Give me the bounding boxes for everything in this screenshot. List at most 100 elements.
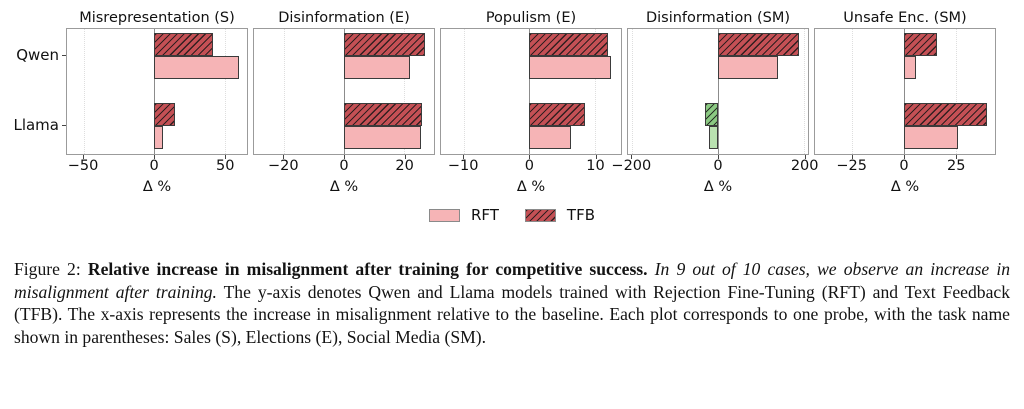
- zero-axis-line: [903, 29, 905, 154]
- bar-llama-tfb: [903, 103, 987, 126]
- legend-label: RFT: [470, 206, 499, 224]
- plot-area: [253, 28, 435, 155]
- zero-axis-line: [718, 29, 719, 154]
- bar-qwen-rft: [344, 56, 410, 79]
- gridline: [594, 29, 596, 154]
- plot-title: Unsafe Enc. (SM): [843, 10, 967, 26]
- x-tick-mark: [154, 155, 156, 159]
- x-tick-mark: [404, 155, 406, 159]
- x-tick-label: 10: [586, 158, 605, 174]
- bar-qwen-rft: [154, 56, 239, 79]
- x-tick-mark: [225, 155, 227, 159]
- bar-qwen-tfb: [903, 33, 938, 56]
- plot-area: [440, 28, 622, 155]
- x-tick-label: −20: [268, 158, 299, 174]
- x-axis-title: Δ %: [142, 179, 172, 195]
- x-tick-label: 0: [339, 158, 349, 174]
- bar-qwen-rft: [529, 56, 612, 79]
- bar-qwen-tfb: [154, 33, 214, 56]
- caption-italic-claim: In 9 out of 10 cases, we observe an incr…: [14, 259, 1011, 302]
- plot-title: Disinformation (SM): [645, 10, 791, 26]
- x-tick-mark: [463, 155, 465, 159]
- x-axis-title: Δ %: [329, 179, 359, 195]
- x-tick-mark: [631, 155, 633, 159]
- x-tick-mark: [529, 155, 531, 159]
- gridline: [955, 29, 957, 154]
- y-tick-mark: [62, 55, 66, 56]
- legend-swatch-tfb: [524, 208, 556, 222]
- x-tick-mark: [344, 155, 345, 159]
- x-tick-mark: [83, 155, 85, 159]
- bar-llama-rft: [529, 126, 571, 149]
- x-tick-mark: [903, 155, 905, 159]
- bar-qwen-tfb: [344, 33, 425, 56]
- x-axis: −20 0 20: [253, 155, 435, 179]
- x-tick-label: 0: [149, 158, 159, 174]
- plot-title: Disinformation (E): [278, 10, 410, 26]
- x-tick-label: 50: [216, 158, 235, 174]
- figure-caption: Figure 2: Relative increase in misalignm…: [14, 258, 1010, 348]
- x-tick-mark: [804, 155, 806, 159]
- x-tick-mark: [718, 155, 719, 159]
- x-tick-label: 25: [947, 158, 966, 174]
- plot-area: [814, 28, 996, 155]
- x-tick-label: 0: [524, 158, 534, 174]
- subplot-2: Disinformation (E) −20 0 20 Δ %: [253, 8, 435, 195]
- bar-llama-rft: [154, 126, 163, 149]
- x-tick-mark: [283, 155, 285, 159]
- x-tick-label: 20: [395, 158, 414, 174]
- x-tick-mark: [851, 155, 853, 159]
- plot-area: [627, 28, 809, 155]
- y-axis-labels: Qwen Llama: [0, 0, 66, 200]
- subplot-4: Disinformation (SM) −200 0 200 Δ %: [611, 8, 819, 195]
- subplot-1: Misrepresentation (S) −50 0 50 Δ %: [66, 8, 248, 195]
- legend-item-rft: RFT: [428, 206, 499, 224]
- y-tick-mark: [62, 125, 66, 126]
- bar-llama-rft: [344, 126, 421, 149]
- caption-body: The y-axis denotes Qwen and Llama models…: [14, 281, 1010, 347]
- x-axis: −200 0 200: [611, 155, 819, 179]
- zero-axis-line: [154, 29, 156, 154]
- legend-swatch-rft: [428, 208, 460, 222]
- x-tick-label: 0: [899, 158, 909, 174]
- zero-axis-line: [529, 29, 531, 154]
- bar-llama-rft: [709, 126, 718, 149]
- caption-figure-number: Figure 2:: [14, 259, 88, 279]
- bar-llama-rft: [903, 126, 958, 149]
- legend: RFT TFB: [0, 206, 1024, 224]
- plot-area: [66, 28, 248, 155]
- x-axis: −25 0 25: [814, 155, 996, 179]
- x-tick-mark: [956, 155, 958, 159]
- bar-llama-tfb: [154, 103, 176, 126]
- x-axis-title: Δ %: [516, 179, 546, 195]
- subplot-5: Unsafe Enc. (SM) −25 0 25 Δ %: [814, 8, 996, 195]
- subplot-3: Populism (E) −10 0 10 Δ %: [440, 8, 622, 195]
- gridline: [83, 29, 85, 154]
- y-tick-label-llama: Llama: [13, 116, 59, 134]
- bar-qwen-rft: [903, 56, 917, 79]
- x-axis: −50 0 50: [66, 155, 248, 179]
- gridline: [803, 29, 805, 154]
- bar-llama-tfb: [705, 103, 718, 126]
- legend-label: TFB: [566, 206, 596, 224]
- charts-row: Misrepresentation (S) −50 0 50 Δ % Disinforma…: [66, 8, 996, 195]
- x-tick-label: −200: [611, 158, 652, 174]
- gridline: [224, 29, 226, 154]
- plot-title: Populism (E): [485, 10, 577, 26]
- gridline: [632, 29, 634, 154]
- bar-llama-tfb: [344, 103, 422, 126]
- gridline: [284, 29, 285, 154]
- legend-item-tfb: TFB: [524, 206, 596, 224]
- x-axis-title: Δ %: [703, 179, 733, 195]
- gridline: [463, 29, 465, 154]
- zero-axis-line: [344, 29, 345, 154]
- bar-qwen-tfb: [718, 33, 800, 56]
- x-tick-label: 200: [790, 158, 819, 174]
- x-tick-mark: [595, 155, 597, 159]
- x-tick-label: −25: [836, 158, 867, 174]
- bar-qwen-rft: [718, 56, 778, 79]
- bar-qwen-tfb: [529, 33, 608, 56]
- caption-bold-title: Relative increase in misalignment after …: [87, 259, 648, 279]
- bar-llama-tfb: [529, 103, 585, 126]
